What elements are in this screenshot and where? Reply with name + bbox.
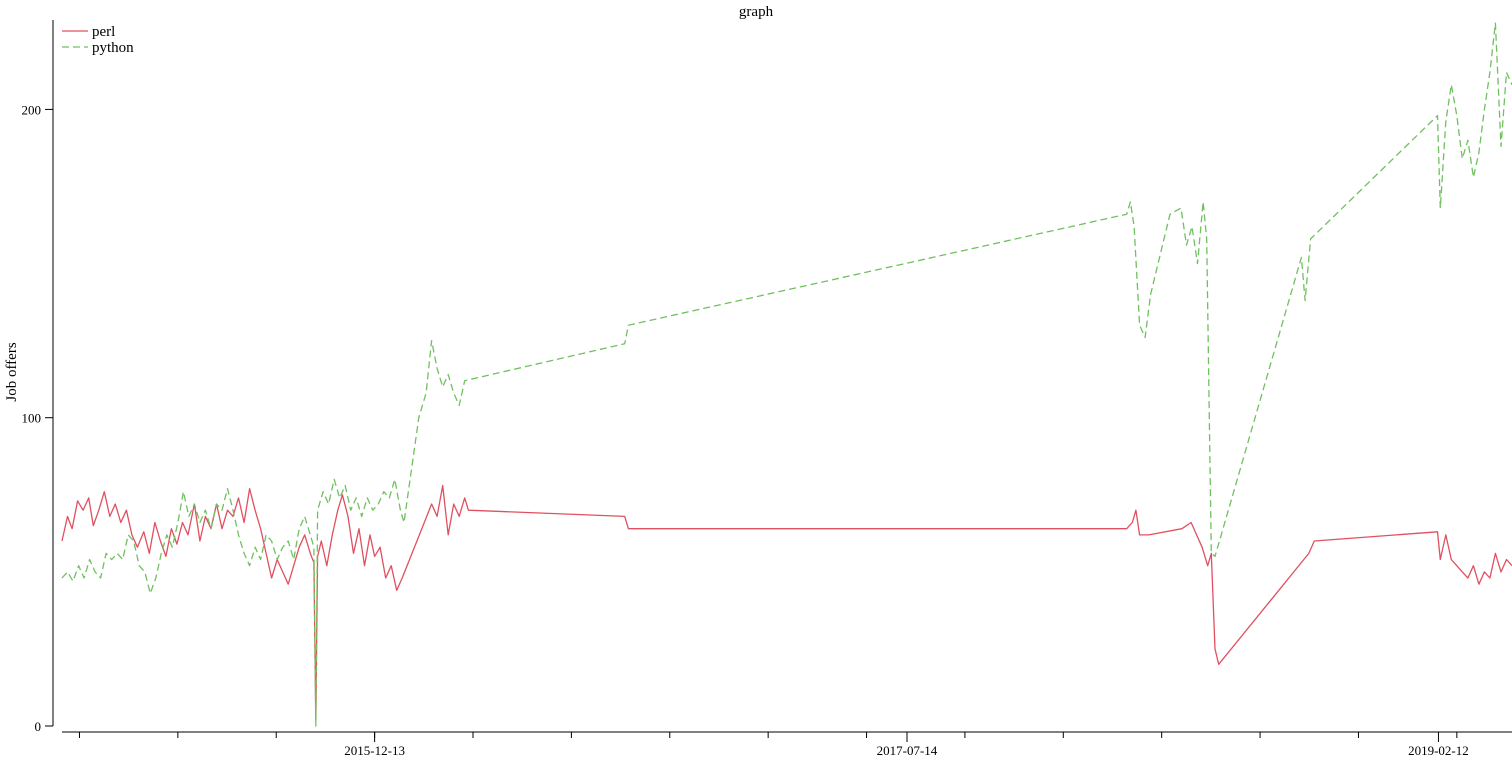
x-tick-label: 2015-12-13	[344, 743, 405, 756]
series-layer	[61, 22, 1512, 727]
x-axis-ticks: 2015-12-13 2017-07-14 2019-02-12	[344, 732, 1469, 758]
x-minor-ticks	[78, 732, 1458, 738]
x-tick-label: 2017-07-14	[877, 743, 938, 756]
series-line-perl	[61, 484, 1512, 721]
legend: perl python	[62, 24, 134, 56]
y-axis-ticks: 0 100 200	[22, 102, 53, 734]
legend-label-python: python	[92, 40, 134, 56]
y-tick-label: 200	[22, 102, 42, 117]
y-tick-label: 100	[22, 411, 42, 426]
legend-label-perl: perl	[92, 24, 115, 40]
chart-title: graph	[739, 4, 774, 20]
y-axis-label: Job offers	[4, 342, 20, 401]
x-tick-label: 2019-02-12	[1408, 743, 1469, 756]
y-tick-label: 0	[35, 719, 42, 734]
series-line-python	[61, 22, 1512, 727]
